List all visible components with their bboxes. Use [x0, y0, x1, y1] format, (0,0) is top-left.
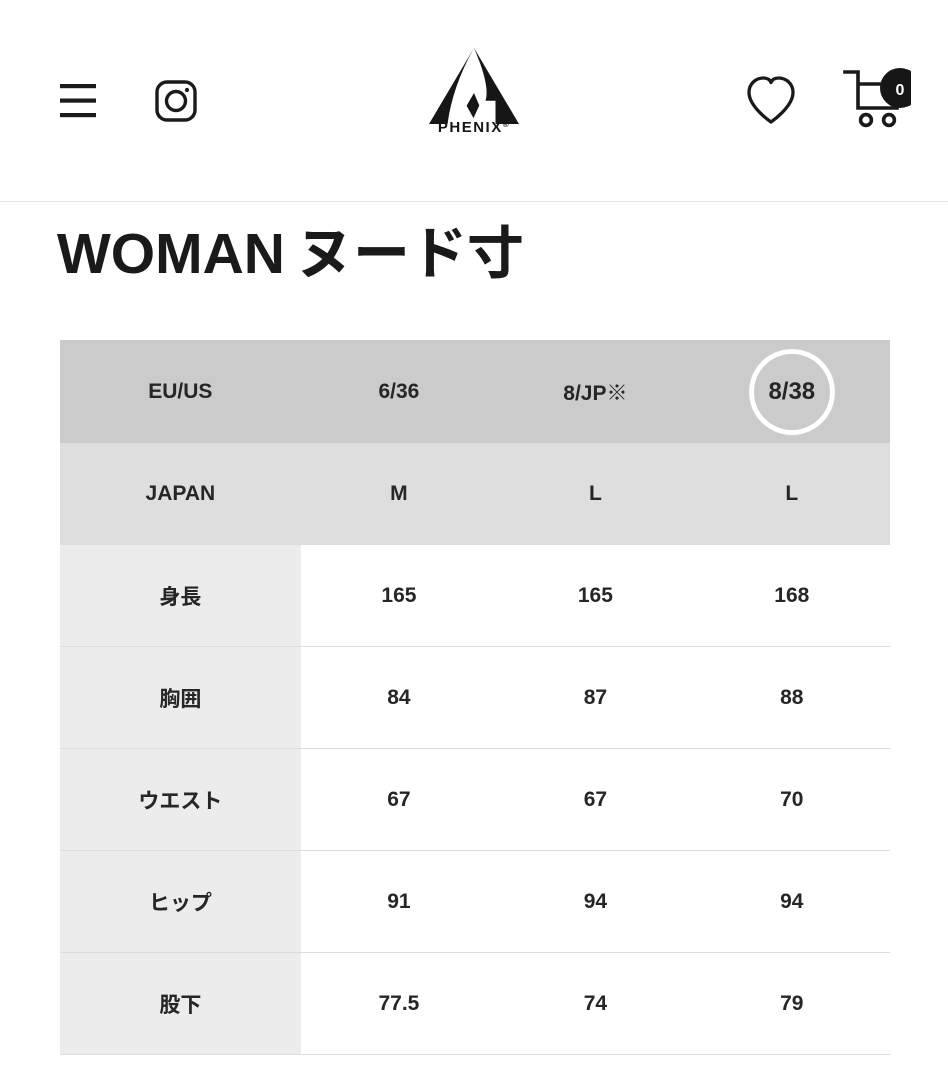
- svg-text:0: 0: [896, 82, 905, 99]
